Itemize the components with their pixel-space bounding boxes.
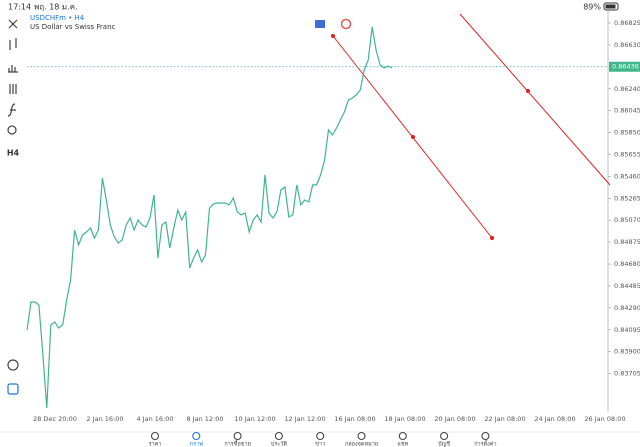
trend-handle[interactable] <box>330 33 336 39</box>
x-tick-label: 28 Dec 20:00 <box>33 415 77 423</box>
objects-tool[interactable] <box>9 84 17 94</box>
y-tick-label: 0.86045 <box>614 107 640 115</box>
y-tick-label: 0.85460 <box>614 172 640 180</box>
symbol-title: USDCHFm • H4 <box>30 14 85 22</box>
trend-handle[interactable] <box>525 88 531 94</box>
shapes-tool[interactable] <box>7 125 17 135</box>
y-tick-label: 0.85655 <box>614 150 640 158</box>
status-date: พฤ. 18 ม.ค. <box>34 3 78 12</box>
y-tick-label: 0.85265 <box>614 194 640 202</box>
tab-icon <box>398 431 407 441</box>
x-tick-label: 24 Jan 08:00 <box>534 415 575 423</box>
y-tick-label: 0.86630 <box>614 41 640 49</box>
tab-label[interactable]: การตั้งค่า <box>474 440 496 447</box>
trend-line[interactable] <box>459 13 611 186</box>
y-tick-label: 0.84485 <box>614 282 640 290</box>
app-logo <box>7 383 19 395</box>
indicators-tool[interactable] <box>8 65 18 73</box>
flag-icon <box>315 20 325 28</box>
tab-icon <box>192 431 201 441</box>
battery-icon <box>603 2 619 11</box>
chart-type-tool[interactable] <box>9 38 17 50</box>
x-tick-label: 18 Jan 08:00 <box>384 415 425 423</box>
y-tick-label: 0.84095 <box>614 326 640 334</box>
x-tick-label: 26 Jan 08:00 <box>584 415 625 423</box>
x-tick-label: 22 Jan 08:00 <box>484 415 525 423</box>
price-line <box>26 26 393 409</box>
x-tick-label: 2 Jan 16:00 <box>86 415 123 423</box>
y-tick-label: 0.83900 <box>614 348 640 356</box>
symbol-description: US Dollar vs Swiss Franc <box>30 23 116 31</box>
tab-label[interactable]: แชท <box>397 441 408 447</box>
zoom-tool[interactable] <box>7 359 19 371</box>
trend-handle[interactable] <box>410 134 416 140</box>
trend-handle[interactable] <box>489 235 495 241</box>
y-tick-label: 0.84875 <box>614 238 640 246</box>
x-tick-label: 12 Jan 12:00 <box>284 415 325 423</box>
trend-lines <box>330 13 611 241</box>
battery-level <box>605 4 616 9</box>
tab-icon <box>357 431 366 441</box>
x-tick-label: 20 Jan 08:00 <box>434 415 475 423</box>
tab-icon <box>233 431 242 441</box>
tab-label[interactable]: กล่องจดหมาย <box>345 442 378 447</box>
flag-icon <box>340 18 352 30</box>
tab-icon <box>150 431 160 441</box>
x-tick-label: 10 Jan 12:00 <box>234 415 275 423</box>
y-tick-label: 0.85070 <box>614 216 640 224</box>
tab-icon <box>316 431 325 441</box>
crosshair-tool[interactable] <box>8 19 18 29</box>
tab-label[interactable]: ประวัติ <box>271 441 287 447</box>
tab-label[interactable]: กราฟ <box>190 441 203 447</box>
tab-label[interactable]: บัญชี <box>438 441 450 447</box>
status-battery: 89% <box>583 3 601 12</box>
y-tick-label: 0.84290 <box>614 304 640 312</box>
function-tool[interactable] <box>7 103 16 117</box>
x-tick-label: 16 Jan 08:00 <box>334 415 375 423</box>
y-tick-label: 0.83705 <box>614 370 640 378</box>
tab-icon <box>440 431 449 441</box>
tab-label[interactable]: ข่าว <box>315 442 325 447</box>
y-tick-label: 0.84680 <box>614 260 640 268</box>
y-tick-label: 0.85850 <box>614 129 640 137</box>
left-toolbar <box>7 19 19 395</box>
current-price-box <box>609 61 640 72</box>
tab-label[interactable]: การซื้อขาย <box>224 440 250 447</box>
current-price-label: 0.86436 <box>612 63 639 71</box>
y-tick-label: 0.86825 <box>614 19 640 27</box>
status-time: 17:14 <box>8 3 31 12</box>
x-tick-label: 8 Jan 12:00 <box>186 415 223 423</box>
timeframe-button[interactable]: H4 <box>7 149 20 158</box>
tab-label[interactable]: ราคา <box>149 442 162 447</box>
tab-icon <box>274 431 283 441</box>
y-tick-label: 0.86240 <box>614 85 640 93</box>
tab-icon <box>481 431 490 441</box>
x-tick-label: 4 Jan 16:00 <box>136 415 173 423</box>
